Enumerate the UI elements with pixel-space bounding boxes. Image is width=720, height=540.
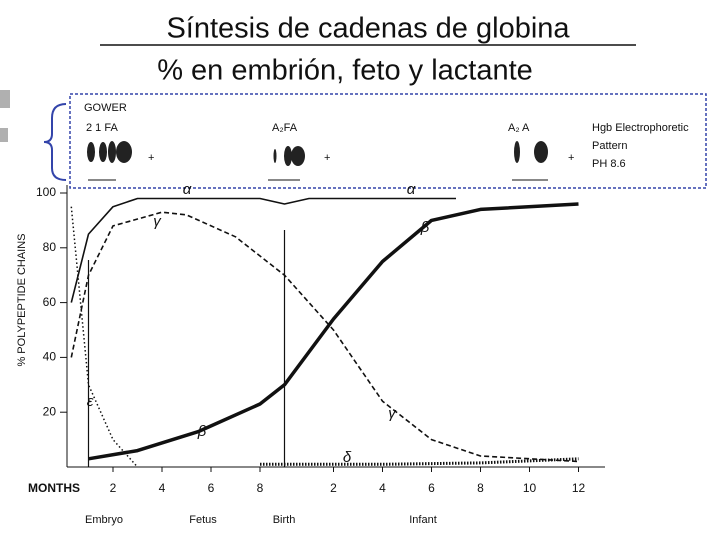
- y-tick-label: 20: [43, 404, 57, 418]
- series-label: ε: [87, 393, 94, 410]
- pattern-label: A₂ A: [508, 122, 530, 134]
- series-label: γ: [153, 213, 162, 230]
- slide-decoration: [0, 90, 10, 108]
- electro-note: PH 8.6: [592, 158, 626, 170]
- series-label: α: [407, 181, 416, 198]
- y-tick-label: 100: [36, 185, 56, 199]
- series-line: [70, 197, 456, 303]
- slide-decoration: [0, 128, 8, 142]
- series-label: β: [197, 423, 207, 440]
- x-tick-label: 4: [159, 481, 166, 495]
- pattern-label: A₂FA: [272, 122, 298, 134]
- x-tick-label: 10: [523, 481, 537, 495]
- x-tick-label: 6: [208, 481, 215, 495]
- anode: +: [568, 152, 574, 164]
- x-tick-label: 12: [572, 481, 586, 495]
- electro-title: GOWER: [84, 102, 127, 114]
- y-tick-label: 60: [43, 295, 57, 309]
- x-tick-label: 8: [257, 481, 264, 495]
- brace: [43, 103, 67, 181]
- x-tick-label: 6: [428, 481, 435, 495]
- period-label: Embryo: [85, 514, 123, 526]
- period-label: Fetus: [189, 514, 217, 526]
- series-line: [260, 457, 579, 466]
- y-tick-label: 80: [43, 240, 57, 254]
- series-label: γ: [388, 405, 397, 422]
- anode: +: [148, 152, 154, 164]
- series-line: [70, 206, 139, 468]
- x-tick-label: 2: [110, 481, 117, 495]
- slide-title: Síntesis de cadenas de globina: [166, 13, 570, 45]
- anode: +: [324, 152, 330, 164]
- electro-note: Hgb Electrophoretic: [592, 122, 689, 134]
- electro-note: Pattern: [592, 140, 627, 152]
- slide-subtitle: % en embrión, feto y lactante: [157, 55, 533, 87]
- y-axis-label: % POLYPEPTIDE CHAINS: [16, 233, 28, 366]
- x-tick-label: 8: [477, 481, 484, 495]
- x-axis-label: MONTHS: [28, 481, 80, 495]
- series-label: δ: [343, 449, 352, 466]
- series-line: [70, 211, 579, 463]
- period-label: Birth: [273, 514, 296, 526]
- x-tick-label: 4: [379, 481, 386, 495]
- series-label: β: [420, 219, 430, 236]
- y-tick-label: 40: [43, 350, 57, 364]
- series-line: [88, 202, 579, 461]
- electro-box: [69, 93, 707, 189]
- series-label: α: [183, 181, 192, 198]
- bands: [87, 141, 548, 166]
- pattern-label: 2 1 FA: [86, 122, 118, 134]
- x-tick-label: 2: [330, 481, 337, 495]
- period-label: Infant: [409, 514, 437, 526]
